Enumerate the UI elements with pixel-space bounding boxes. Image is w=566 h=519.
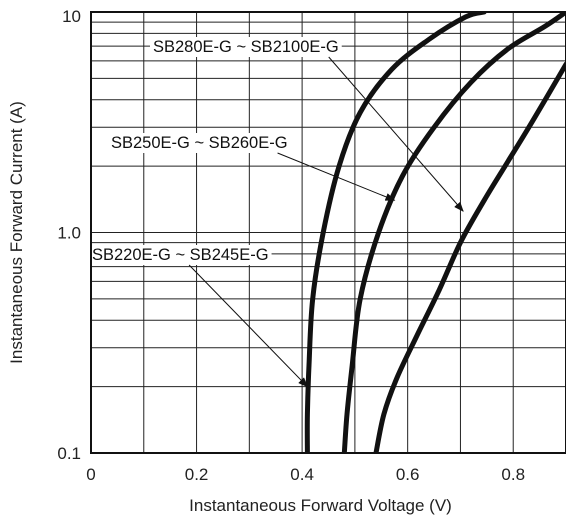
annotation-label-3: SB220E-G ~ SB245E-G [92, 246, 269, 264]
annotation-label-bg [89, 245, 272, 265]
grid [91, 12, 566, 453]
series-group [304, 12, 566, 453]
annotations: SB280E-G ~ SB2100E-G SB250E-G ~ SB260E-G S… [89, 37, 464, 388]
annotation-arrow-3 [188, 264, 309, 388]
y-tick-label: 0.1 [57, 444, 81, 463]
x-tick-label: 0.6 [396, 465, 420, 484]
x-axis-title: Instantaneous Forward Voltage (V) [189, 496, 452, 515]
y-tick-label: 10 [62, 7, 81, 26]
series-curve-1 [304, 12, 487, 453]
y-tick-label: 1.0 [57, 224, 81, 243]
x-tick-label: 0.4 [290, 465, 314, 484]
annotation-label-bg [150, 37, 342, 57]
x-tick-label: 0 [86, 465, 95, 484]
annotation-label-bg [108, 133, 291, 153]
annotation-arrow-2 [277, 152, 396, 201]
tick-labels: 0 0.2 0.4 0.6 0.8 0.1 1.0 10 [57, 7, 525, 484]
plot-frame [90, 11, 566, 454]
annotation-label-1: SB280E-G ~ SB2100E-G [153, 38, 339, 56]
annotation-arrow-1 [328, 56, 464, 212]
y-axis-title: Instantaneous Forward Current (A) [7, 101, 26, 364]
annotation-label-2: SB250E-G ~ SB260E-G [111, 134, 288, 152]
x-tick-label: 0.8 [501, 465, 525, 484]
series-curve-3 [373, 61, 566, 453]
series-curve-2 [341, 12, 566, 453]
x-tick-label: 0.2 [185, 465, 209, 484]
